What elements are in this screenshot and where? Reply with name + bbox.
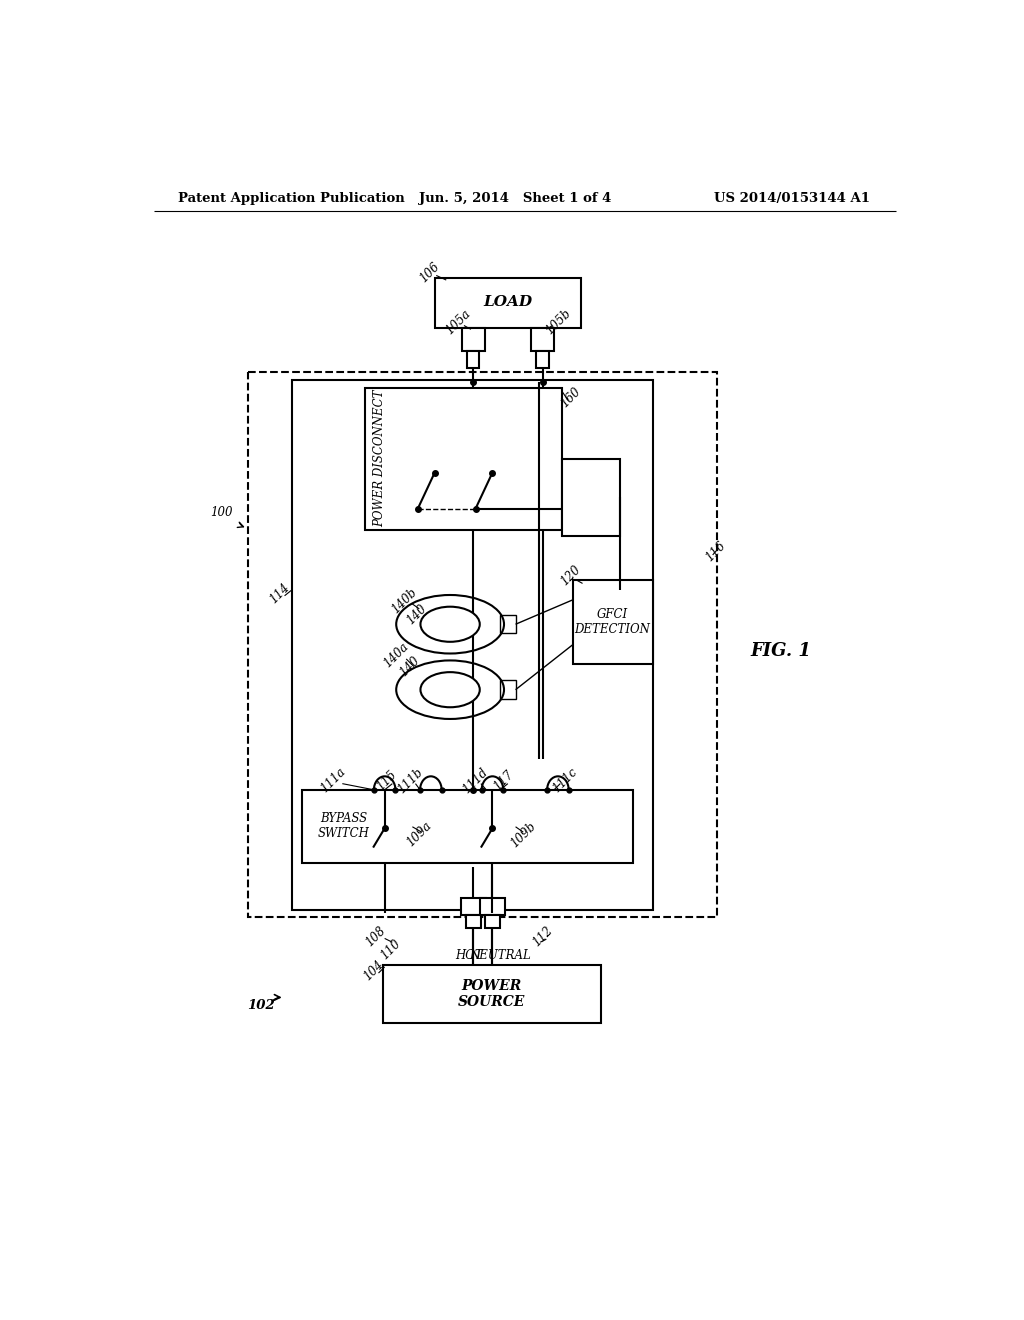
Text: 115: 115 — [374, 768, 398, 793]
Bar — [383, 965, 601, 1023]
Text: US 2014/0153144 A1: US 2014/0153144 A1 — [714, 191, 869, 205]
Text: 112: 112 — [530, 924, 555, 949]
Bar — [462, 327, 484, 351]
Bar — [461, 898, 485, 915]
Text: 114: 114 — [266, 581, 292, 606]
Bar — [500, 681, 515, 700]
Bar — [537, 351, 549, 368]
Text: 140: 140 — [404, 602, 429, 627]
Text: 117: 117 — [492, 768, 516, 793]
Ellipse shape — [421, 672, 480, 708]
Bar — [480, 898, 505, 915]
Ellipse shape — [421, 607, 480, 642]
Text: Patent Application Publication: Patent Application Publication — [178, 191, 406, 205]
Text: 105a: 105a — [442, 308, 473, 338]
Text: 160: 160 — [558, 384, 584, 409]
Text: 111c: 111c — [550, 766, 580, 796]
Text: BYPASS
SWITCH: BYPASS SWITCH — [317, 812, 370, 840]
Bar — [466, 915, 481, 928]
Bar — [435, 277, 581, 327]
Bar — [366, 388, 562, 531]
Text: FIG. 1: FIG. 1 — [751, 643, 812, 660]
Text: 116: 116 — [703, 539, 728, 564]
Text: NEUTRAL: NEUTRAL — [469, 949, 531, 962]
Text: 105b: 105b — [543, 308, 573, 338]
Text: 140b: 140b — [389, 586, 419, 616]
Text: HOT: HOT — [456, 949, 483, 962]
Text: 104: 104 — [361, 958, 386, 983]
Bar — [301, 789, 633, 863]
Text: 109a: 109a — [404, 820, 434, 850]
Bar — [531, 327, 554, 351]
Text: 110: 110 — [378, 937, 403, 962]
Text: 109b: 109b — [508, 820, 539, 850]
Bar — [467, 351, 479, 368]
Text: LOAD: LOAD — [483, 296, 532, 309]
Bar — [562, 459, 620, 536]
Text: Jun. 5, 2014   Sheet 1 of 4: Jun. 5, 2014 Sheet 1 of 4 — [420, 191, 611, 205]
Bar — [248, 372, 717, 917]
Text: 111a: 111a — [318, 766, 348, 796]
Bar — [573, 581, 652, 664]
Text: 140a: 140a — [381, 640, 412, 671]
Text: 111d: 111d — [461, 766, 490, 796]
Bar — [292, 380, 652, 909]
Bar — [484, 915, 500, 928]
Text: 108: 108 — [362, 924, 388, 949]
Text: 111b: 111b — [395, 766, 425, 796]
Text: POWER DISCONNECT: POWER DISCONNECT — [373, 389, 386, 528]
Text: 102: 102 — [248, 999, 275, 1012]
Text: POWER
SOURCE: POWER SOURCE — [458, 978, 525, 1008]
Bar — [500, 615, 515, 634]
Text: 140: 140 — [396, 653, 422, 680]
Text: 106: 106 — [417, 260, 442, 285]
Text: GFCI
DETECTION: GFCI DETECTION — [574, 609, 650, 636]
Text: 100: 100 — [210, 506, 232, 519]
Text: 120: 120 — [558, 564, 584, 589]
